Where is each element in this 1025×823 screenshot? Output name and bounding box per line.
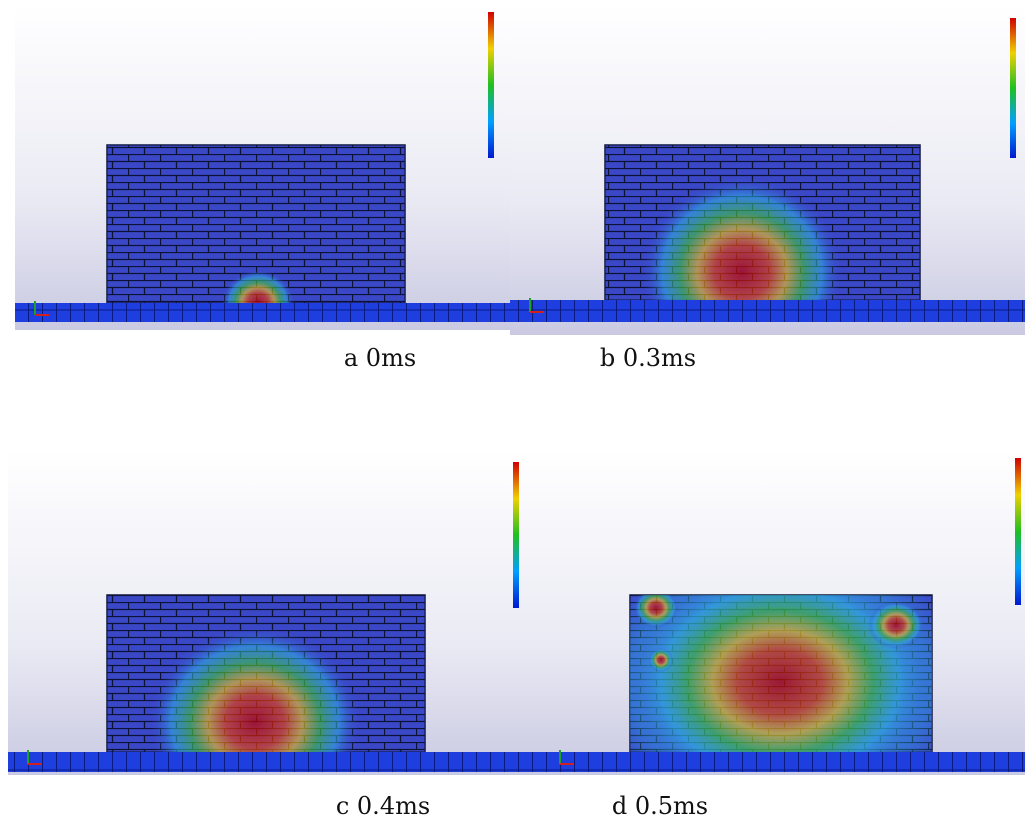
- ground-slab: [8, 752, 540, 772]
- brick-lines: [107, 595, 425, 752]
- caption: c 0.4ms: [336, 792, 430, 820]
- panel-image: [15, 5, 510, 334]
- ground-slab: [510, 300, 1025, 322]
- color-bar: [1015, 458, 1021, 605]
- caption: a 0ms: [344, 344, 416, 372]
- brick-lines: [107, 145, 405, 303]
- ground-slab: [15, 303, 510, 322]
- panel-image: [8, 450, 540, 817]
- brick-lines: [605, 145, 920, 300]
- caption: b 0.3ms: [600, 344, 696, 372]
- caption: d 0.5ms: [612, 792, 708, 820]
- simulation-images: [0, 0, 1025, 823]
- panels: [8, 5, 1025, 820]
- figure: a 0ms b 0.3ms c 0.4ms d 0.5ms: [0, 0, 1025, 823]
- panel-image: [510, 5, 1025, 367]
- color-bar: [488, 12, 494, 158]
- color-bar: [513, 462, 519, 608]
- panel-image: [540, 450, 1025, 820]
- ground-slab: [540, 752, 1025, 772]
- brick-lines: [630, 595, 932, 752]
- color-bar: [1010, 18, 1016, 158]
